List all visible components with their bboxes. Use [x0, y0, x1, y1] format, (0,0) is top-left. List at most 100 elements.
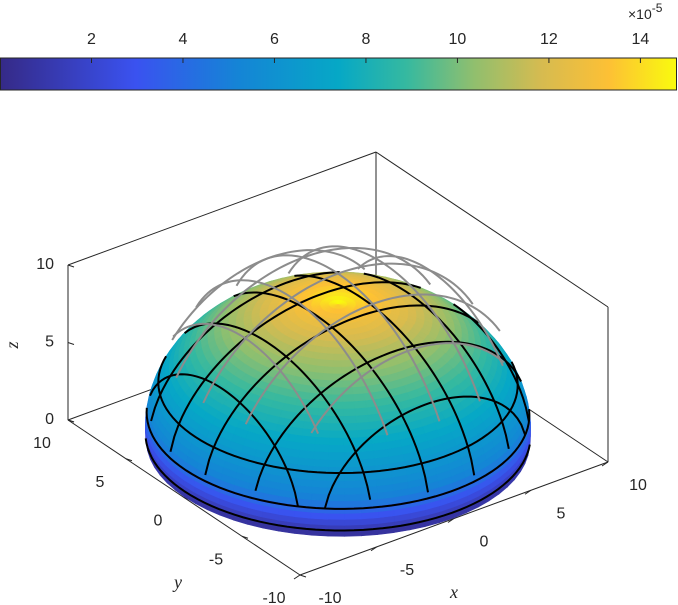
surface-patch [343, 473, 361, 482]
surface-patch [333, 347, 342, 355]
surface-patch [327, 500, 345, 508]
colorbar-tick-label: 6 [270, 31, 279, 48]
surface-patch [328, 445, 345, 454]
surface-patch [298, 449, 315, 460]
colorbar-tick-label: 10 [449, 31, 467, 48]
z-tick-label: 5 [45, 334, 54, 351]
surface-patch [337, 304, 339, 310]
surface-patch [336, 313, 340, 320]
y-tick-label: -10 [262, 590, 285, 605]
z-tick [67, 264, 75, 268]
x-tick [293, 574, 301, 580]
surface-patch [336, 308, 339, 315]
surface-patch [327, 480, 345, 488]
mesh-line-front [254, 340, 522, 492]
surface-patch [316, 359, 327, 368]
surface-patch [313, 458, 330, 468]
x-tick-label: 5 [557, 505, 566, 522]
surface-patch [354, 407, 369, 417]
surface-patch [314, 436, 330, 446]
mesh-line-gray [175, 246, 432, 379]
mesh-line-front [204, 304, 480, 476]
surface-patch [340, 360, 350, 368]
surface-patch [311, 492, 329, 501]
surface-patch [352, 393, 366, 402]
mesh-line-front [169, 281, 421, 452]
surface-patch [341, 394, 355, 403]
surface-patch [344, 493, 362, 502]
mesh-line-front [149, 373, 299, 507]
surface-patch [344, 486, 362, 495]
colorbar-tick-label: 14 [632, 31, 650, 48]
colorbar-tick-label: 2 [87, 31, 96, 48]
x-tick [447, 518, 455, 523]
box-edge [375, 151, 609, 308]
surface-patch [358, 450, 375, 460]
y-tick-label: 10 [33, 435, 51, 452]
surface-patch [312, 472, 329, 481]
mesh-ring [157, 355, 519, 475]
colorbar-tick-label: 8 [361, 31, 370, 48]
surface-patch [372, 449, 389, 459]
surface-patch [314, 444, 330, 453]
surface-patch [327, 518, 345, 526]
surface-patch [328, 459, 345, 468]
mesh [144, 245, 531, 532]
y-tick-label: 0 [154, 513, 163, 530]
x-tick-label: -5 [400, 562, 414, 579]
surface-patch [331, 387, 343, 396]
multiplier: ×10 [628, 6, 652, 22]
y-axis-label: y [172, 572, 182, 592]
surface-patch [335, 280, 342, 284]
surface-patch [327, 340, 336, 349]
surface-patch [322, 373, 333, 382]
surface-patch [311, 486, 329, 495]
colorbar-multiplier: ×10-5 [628, 1, 663, 22]
surface-patch [342, 408, 356, 417]
x-tick-label: 0 [480, 534, 489, 551]
y-tick-label: 5 [96, 474, 105, 491]
colorbar-tick-label: 4 [179, 31, 188, 48]
surface-patch [326, 347, 335, 355]
y-tick [125, 458, 133, 462]
colorbar-bar [0, 57, 677, 91]
x-axis-label: x [449, 582, 458, 602]
mesh-line-front [323, 395, 527, 509]
surface-patch [313, 372, 325, 381]
surface-patch [356, 429, 372, 439]
x-tick [524, 489, 532, 495]
surface-patch [311, 479, 329, 488]
surface-patch [329, 430, 344, 439]
y-tick [299, 574, 307, 578]
surface-patch [332, 360, 342, 368]
y-tick-label: -5 [209, 551, 223, 568]
colorbar-tick-label: 12 [540, 31, 558, 48]
mesh-line-gray [357, 255, 504, 367]
surface-patch [329, 437, 345, 446]
mesh-ring [145, 407, 531, 510]
mesh-line-gray [287, 245, 481, 402]
surface-patch [333, 353, 342, 361]
z-tick [67, 342, 75, 345]
surface-patch [344, 500, 362, 508]
mesh-ring [144, 438, 531, 532]
surface-patch [327, 493, 345, 502]
surface-patch [351, 386, 365, 395]
surface-patch [323, 366, 334, 375]
x-tick-label: -10 [318, 590, 341, 605]
surface-patch [344, 480, 361, 488]
z-tick-label: 0 [45, 411, 54, 428]
exponent: -5 [652, 1, 663, 15]
surface-patch [316, 422, 331, 432]
surface-patch [355, 414, 370, 424]
surface-patch [313, 451, 330, 460]
surface-patch [325, 353, 335, 361]
x-tick [601, 461, 609, 467]
x-tick [370, 546, 378, 552]
surface-patch [327, 530, 345, 537]
mesh-line-gray [171, 249, 366, 341]
surface-patch [328, 452, 345, 461]
surface-patch [355, 422, 371, 431]
